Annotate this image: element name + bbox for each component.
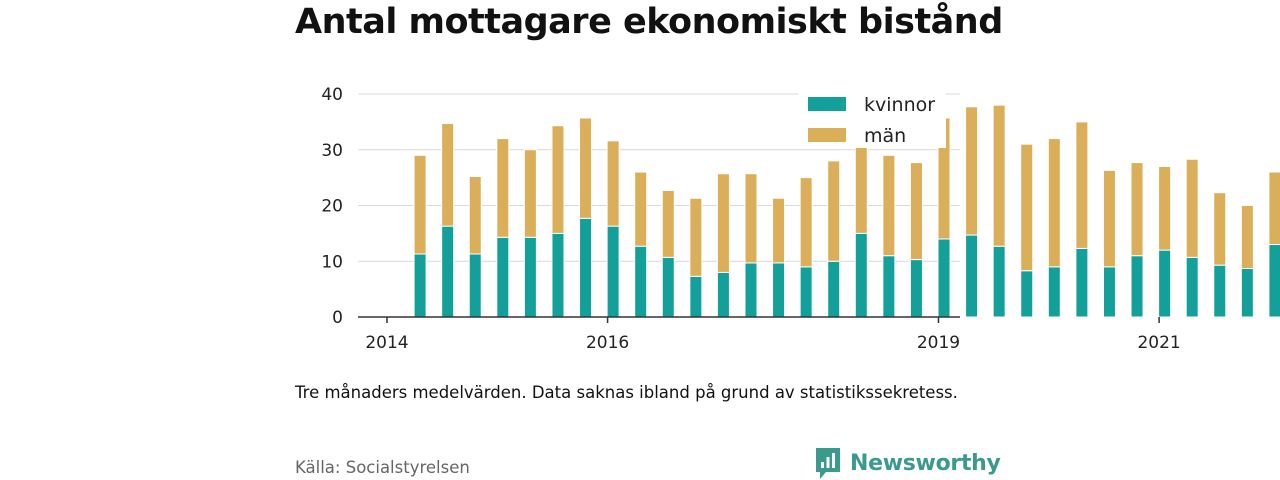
y-axis-ticks: 0 10 20 30 40 [321, 85, 343, 328]
bar-kvinnor [1240, 268, 1254, 318]
bar-man [496, 138, 510, 238]
bar-man [1047, 138, 1061, 268]
y-tick-label: 30 [321, 141, 343, 161]
bar-man [854, 136, 868, 234]
bar-kvinnor [496, 236, 510, 318]
bar-kvinnor [441, 225, 455, 318]
bar-kvinnor [1130, 255, 1144, 318]
y-tick-label: 10 [321, 252, 343, 272]
bar-man [1130, 162, 1144, 257]
bar-kvinnor [1075, 247, 1089, 318]
y-tick-label: 0 [332, 308, 343, 328]
bar-kvinnor [1268, 244, 1280, 318]
chart-title: Antal mottagare ekonomiskt bistånd [295, 2, 1003, 42]
x-tick-label: 2016 [586, 333, 629, 353]
bar-kvinnor [937, 238, 951, 318]
bar-man [1213, 192, 1227, 266]
bar-kvinnor [744, 262, 758, 318]
bar-man [1185, 158, 1199, 258]
legend-swatch [808, 97, 846, 111]
bar-kvinnor [772, 262, 786, 318]
legend-label: män [864, 125, 906, 147]
bar-kvinnor [661, 256, 675, 318]
bars [413, 104, 1280, 318]
bar-kvinnor [1047, 266, 1061, 318]
y-tick-label: 40 [321, 85, 343, 105]
bar-kvinnor [413, 253, 427, 318]
bar-kvinnor [579, 217, 593, 318]
bar-man [965, 106, 979, 236]
x-axis-ticks: 20142016201920212023 [365, 317, 1181, 353]
bar-man [827, 160, 841, 262]
bar-man [606, 140, 620, 227]
chart-note: Tre månaders medelvärden. Data saknas ib… [295, 383, 958, 402]
bar-man [772, 197, 786, 264]
brand-name: Newsworthy [850, 450, 1001, 476]
bar-man [634, 171, 648, 247]
bar-kvinnor [965, 234, 979, 318]
bar-kvinnor [551, 232, 565, 318]
x-tick-label: 2014 [365, 333, 408, 353]
source-credit: Källa: Socialstyrelsen [295, 458, 470, 477]
bar-kvinnor [1185, 256, 1199, 318]
bar-kvinnor [523, 236, 537, 318]
bar-kvinnor [909, 259, 923, 318]
bar-man [579, 117, 593, 219]
y-tick-label: 20 [321, 197, 343, 217]
bar-man [1268, 171, 1280, 246]
bar-man [413, 154, 427, 255]
brand-logo: Newsworthy [814, 446, 1001, 480]
bar-man [523, 149, 537, 238]
bar-man [992, 104, 1006, 247]
legend-swatch [808, 128, 846, 142]
bar-man [689, 197, 703, 277]
bar-man [551, 125, 565, 234]
bar-man [716, 173, 730, 273]
bar-kvinnor [716, 271, 730, 318]
x-tick-label: 2021 [1137, 333, 1180, 353]
bar-kvinnor [468, 253, 482, 318]
bar-man [1158, 165, 1172, 251]
bar-man [882, 154, 896, 257]
bar-man [1240, 205, 1254, 269]
bar-kvinnor [799, 266, 813, 318]
bar-kvinnor [606, 225, 620, 318]
bar-kvinnor [992, 245, 1006, 318]
bar-man [441, 123, 455, 227]
bar-kvinnor [882, 255, 896, 318]
bar-kvinnor [827, 260, 841, 318]
bar-kvinnor [1213, 264, 1227, 318]
legend-label: kvinnor [864, 94, 935, 116]
bar-man [909, 162, 923, 261]
bar-man [744, 173, 758, 264]
bar-chart-speech-bubble-icon [816, 448, 840, 479]
bar-kvinnor [689, 275, 703, 318]
bar-man [1075, 121, 1089, 249]
bar-kvinnor [1020, 270, 1034, 318]
bar-man [1102, 169, 1116, 268]
bar-man [1020, 143, 1034, 272]
bar-man [799, 177, 813, 268]
bar-man [468, 176, 482, 255]
bar-kvinnor [1102, 266, 1116, 318]
bar-kvinnor [854, 232, 868, 318]
x-tick-label: 2019 [917, 333, 960, 353]
bar-kvinnor [1158, 249, 1172, 318]
bar-man [661, 189, 675, 258]
legend: kvinnor män [798, 86, 946, 148]
bar-kvinnor [634, 245, 648, 318]
